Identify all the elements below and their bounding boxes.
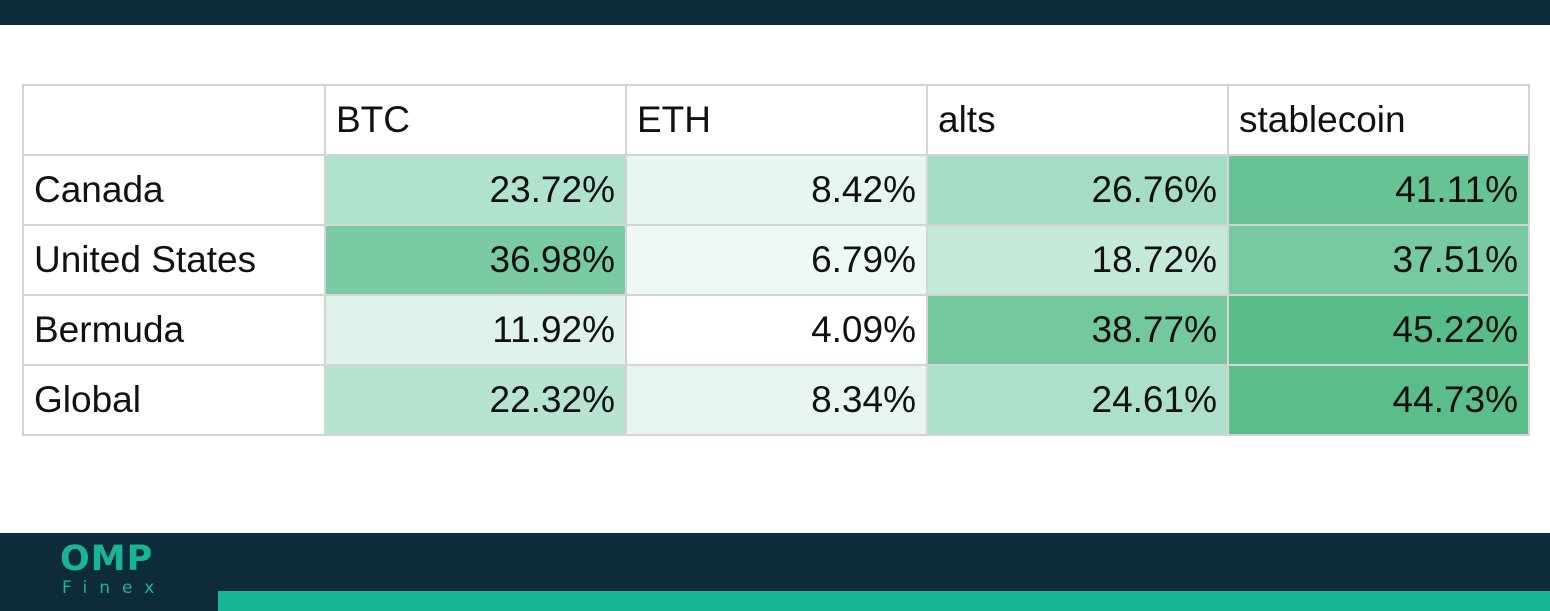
table-cell: 24.61%	[926, 364, 1229, 436]
table-row: Global 22.32% 8.34% 24.61% 44.73%	[22, 364, 1530, 436]
logo-mark: OMP	[60, 539, 154, 579]
table-cell: 18.72%	[926, 224, 1229, 296]
footer-accent-strip	[218, 591, 1550, 611]
table-cell: 11.92%	[324, 294, 627, 366]
row-label: Canada	[22, 154, 326, 226]
table-cell: 22.32%	[324, 364, 627, 436]
table-cell: 26.76%	[926, 154, 1229, 226]
table-cell: 38.77%	[926, 294, 1229, 366]
table-cell: 8.34%	[625, 364, 928, 436]
row-label: Global	[22, 364, 326, 436]
table-cell: 6.79%	[625, 224, 928, 296]
table-row: United States 36.98% 6.79% 18.72% 37.51%	[22, 224, 1530, 296]
table-row: Bermuda 11.92% 4.09% 38.77% 45.22%	[22, 294, 1530, 366]
top-banner	[0, 0, 1550, 25]
table-cell: 36.98%	[324, 224, 627, 296]
table-cell: 23.72%	[324, 154, 627, 226]
table-cell: 44.73%	[1227, 364, 1530, 436]
column-header-stablecoin: stablecoin	[1227, 84, 1530, 156]
table-cell: 8.42%	[625, 154, 928, 226]
column-header-alts: alts	[926, 84, 1229, 156]
allocation-table: BTC ETH alts stablecoin Canada 23.72% 8.…	[22, 84, 1530, 436]
omp-finex-logo: OMP Finex	[58, 540, 178, 604]
allocation-table-container: BTC ETH alts stablecoin Canada 23.72% 8.…	[22, 84, 1530, 436]
corner-cell	[22, 84, 326, 156]
column-header-eth: ETH	[625, 84, 928, 156]
logo-subtitle: Finex	[62, 578, 167, 598]
header-row: BTC ETH alts stablecoin	[22, 84, 1530, 156]
row-label: Bermuda	[22, 294, 326, 366]
row-label: United States	[22, 224, 326, 296]
table-cell: 37.51%	[1227, 224, 1530, 296]
column-header-btc: BTC	[324, 84, 627, 156]
table-cell: 45.22%	[1227, 294, 1530, 366]
table-cell: 41.11%	[1227, 154, 1530, 226]
table-cell: 4.09%	[625, 294, 928, 366]
table-row: Canada 23.72% 8.42% 26.76% 41.11%	[22, 154, 1530, 226]
